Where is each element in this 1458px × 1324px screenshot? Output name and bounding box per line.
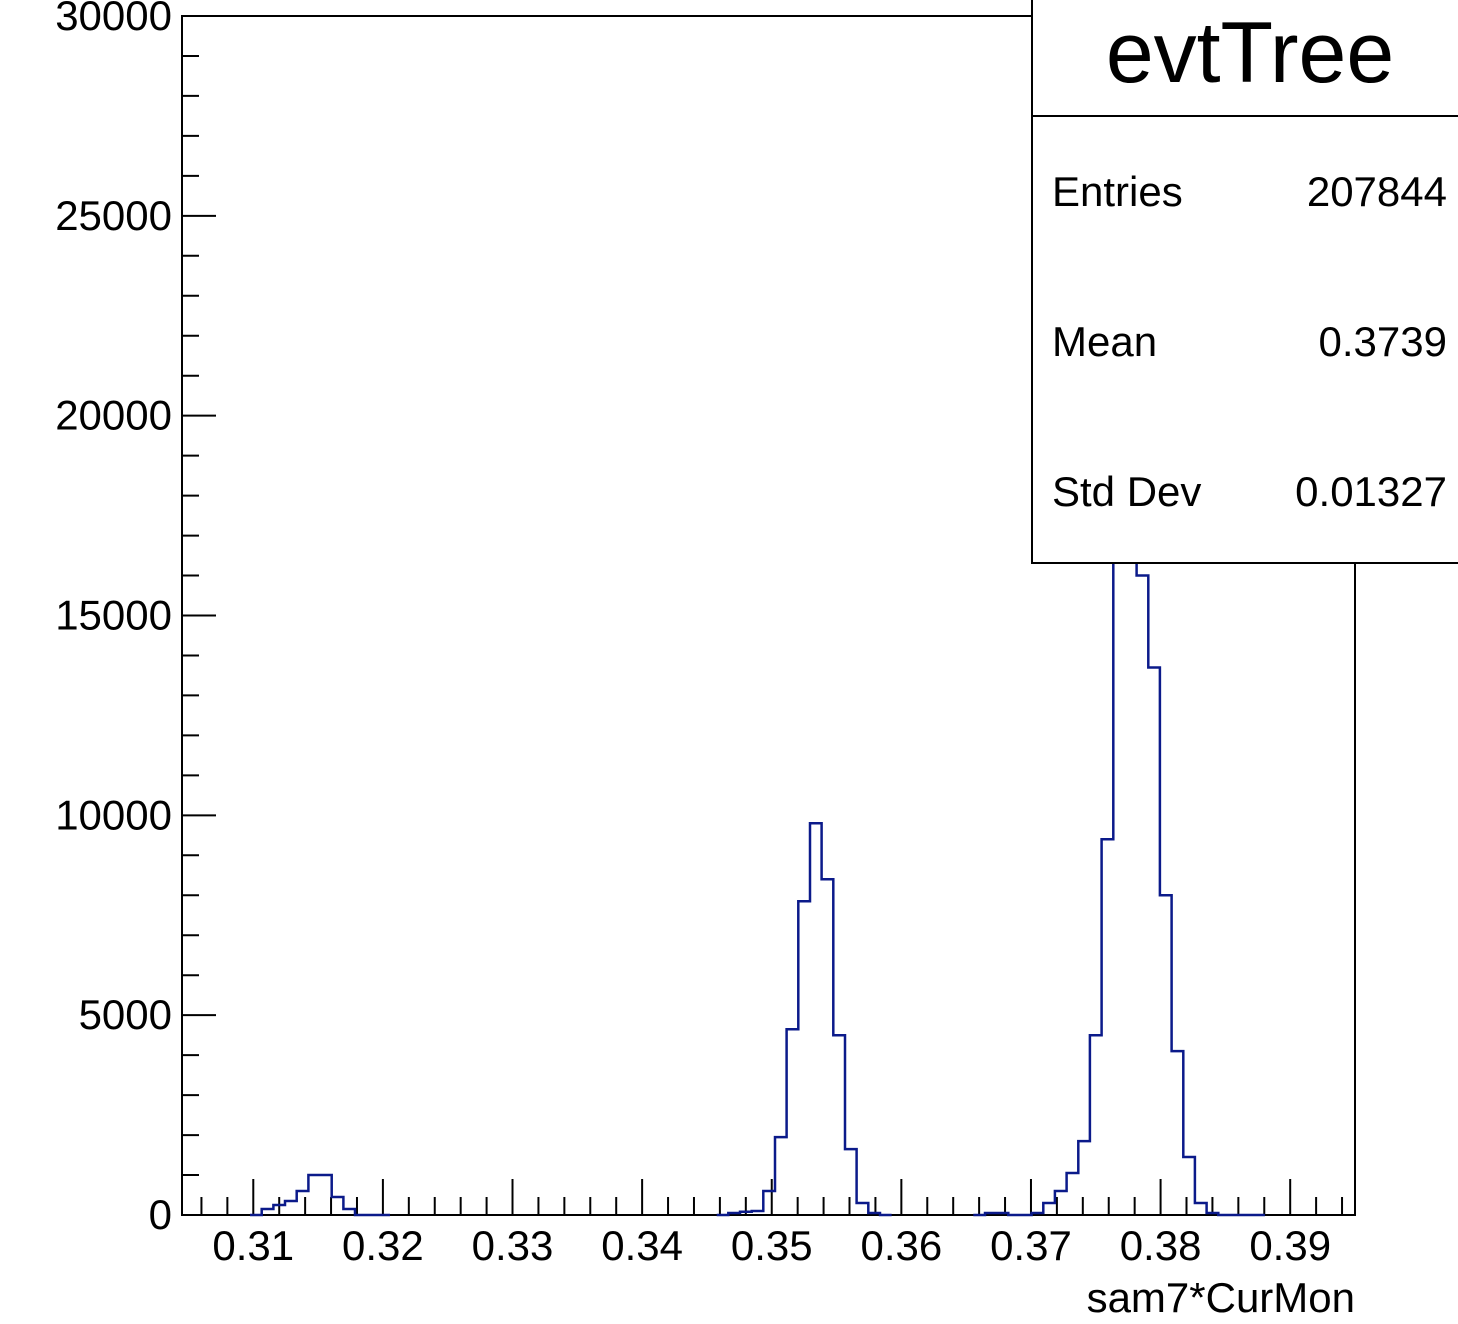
- stats-stddev-label: Std Dev: [1052, 468, 1201, 515]
- y-tick-label: 30000: [55, 0, 172, 39]
- stats-title: evtTree: [1106, 5, 1394, 101]
- x-tick-label: 0.35: [731, 1222, 813, 1269]
- x-tick-label: 0.32: [342, 1222, 424, 1269]
- stats-entries-label: Entries: [1052, 168, 1183, 215]
- x-tick-label: 0.34: [601, 1222, 683, 1269]
- stats-stddev-value: 0.01327: [1295, 468, 1447, 515]
- y-axis: 0 5000 10000 15000 20000 25000 30000: [55, 0, 216, 1238]
- x-tick-label: 0.39: [1249, 1222, 1331, 1269]
- y-tick-label: 25000: [55, 192, 172, 239]
- x-axis-title: sam7*CurMon: [1087, 1274, 1355, 1321]
- x-tick-label: 0.36: [860, 1222, 942, 1269]
- stats-mean-value: 0.3739: [1319, 318, 1447, 365]
- y-tick-label: 5000: [79, 991, 172, 1038]
- stats-box: evtTree Entries 207844 Mean 0.3739 Std D…: [1031, 0, 1458, 564]
- x-tick-label: 0.37: [990, 1222, 1072, 1269]
- x-tick-label: 0.31: [212, 1222, 294, 1269]
- stats-entries-value: 207844: [1307, 168, 1447, 215]
- y-tick-label: 0: [149, 1191, 172, 1238]
- y-tick-label: 20000: [55, 392, 172, 439]
- histogram-series: [250, 514, 1265, 1217]
- y-tick-label: 10000: [55, 791, 172, 838]
- x-axis: 0.31 0.32 0.33 0.34 0.35 0.36 0.37 0.38 0.39: [200, 1179, 1344, 1269]
- y-tick-label: 15000: [55, 592, 172, 639]
- stats-mean-label: Mean: [1052, 318, 1157, 365]
- x-tick-label: 0.33: [472, 1222, 554, 1269]
- stats-box-frame: [1031, 0, 1458, 564]
- x-tick-label: 0.38: [1120, 1222, 1202, 1269]
